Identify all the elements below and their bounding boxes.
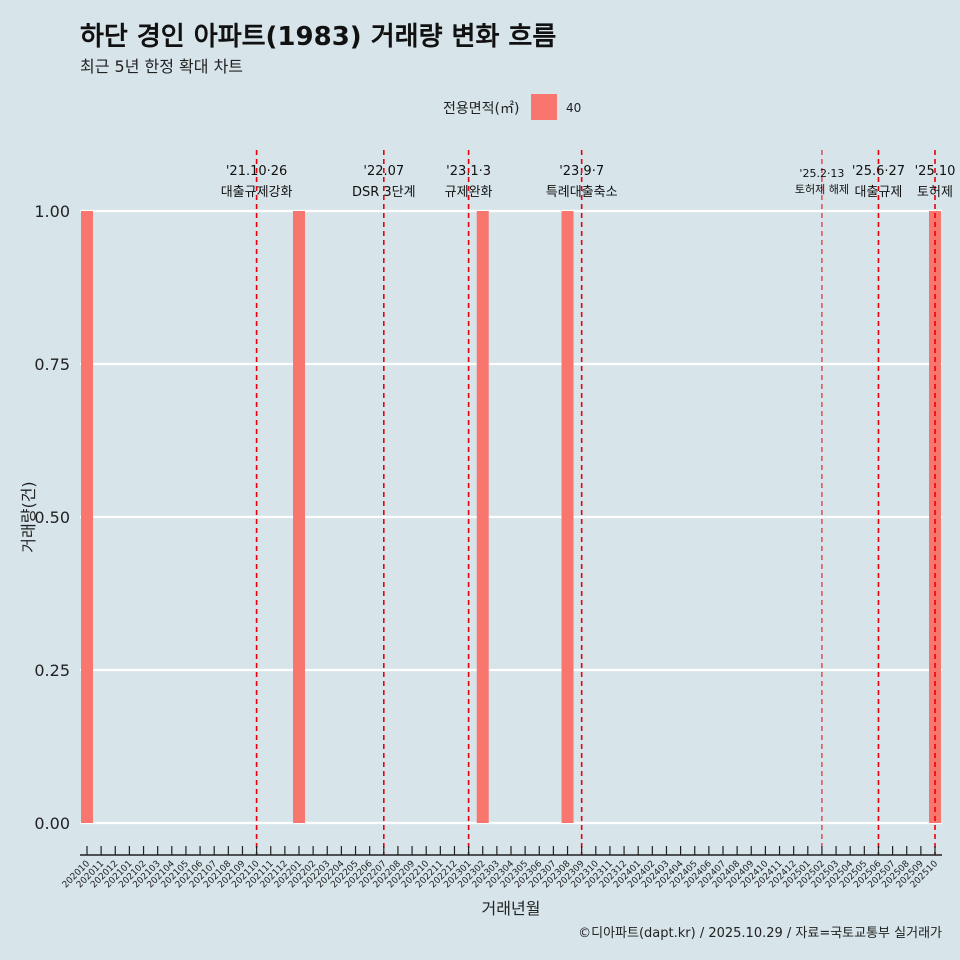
chart-title: 하단 경인 아파트(1983) 거래량 변화 흐름 — [80, 22, 557, 52]
annotation-date: '23.9·7 — [559, 164, 604, 179]
y-tick-label: 0.00 — [34, 814, 70, 833]
legend-label: 40 — [566, 101, 581, 115]
legend-swatch — [531, 94, 557, 120]
annotation-label: 토허제 해제 — [795, 182, 849, 196]
annotation-label: 특례대출축소 — [546, 185, 618, 200]
legend-title: 전용면적(㎡) — [443, 101, 519, 117]
annotation-label: 토허제 — [917, 185, 953, 200]
annotation-date: '23.1·3 — [446, 164, 491, 179]
y-axis-title: 거래량(건) — [19, 481, 38, 552]
annotation-date: '21.10·26 — [226, 164, 287, 179]
bar — [929, 211, 941, 823]
annotation-date: '25.2·13 — [799, 167, 844, 180]
annotation-label: 규제완화 — [445, 185, 493, 200]
annotation-date: '25.10 — [915, 164, 956, 179]
annotation-date: '25.6·27 — [852, 164, 905, 179]
annotation-label: DSR 3단계 — [352, 185, 416, 200]
bar — [561, 211, 574, 823]
bar — [293, 211, 305, 823]
y-tick-label: 0.75 — [34, 355, 70, 374]
annotation-label: 대출규제 — [855, 185, 903, 200]
chart-subtitle: 최근 5년 한정 확대 차트 — [80, 57, 244, 76]
x-axis-title: 거래년월 — [482, 899, 541, 918]
annotation-label: 대출규제강화 — [221, 185, 293, 200]
bar — [476, 211, 489, 823]
annotation-date: '22.07 — [363, 164, 404, 179]
caption: ©디아파트(dapt.kr) / 2025.10.29 / 자료=국토교통부 실… — [578, 926, 942, 941]
y-tick-label: 1.00 — [34, 202, 70, 221]
bar — [81, 211, 93, 823]
y-tick-label: 0.50 — [34, 508, 70, 527]
y-tick-label: 0.25 — [34, 661, 70, 680]
